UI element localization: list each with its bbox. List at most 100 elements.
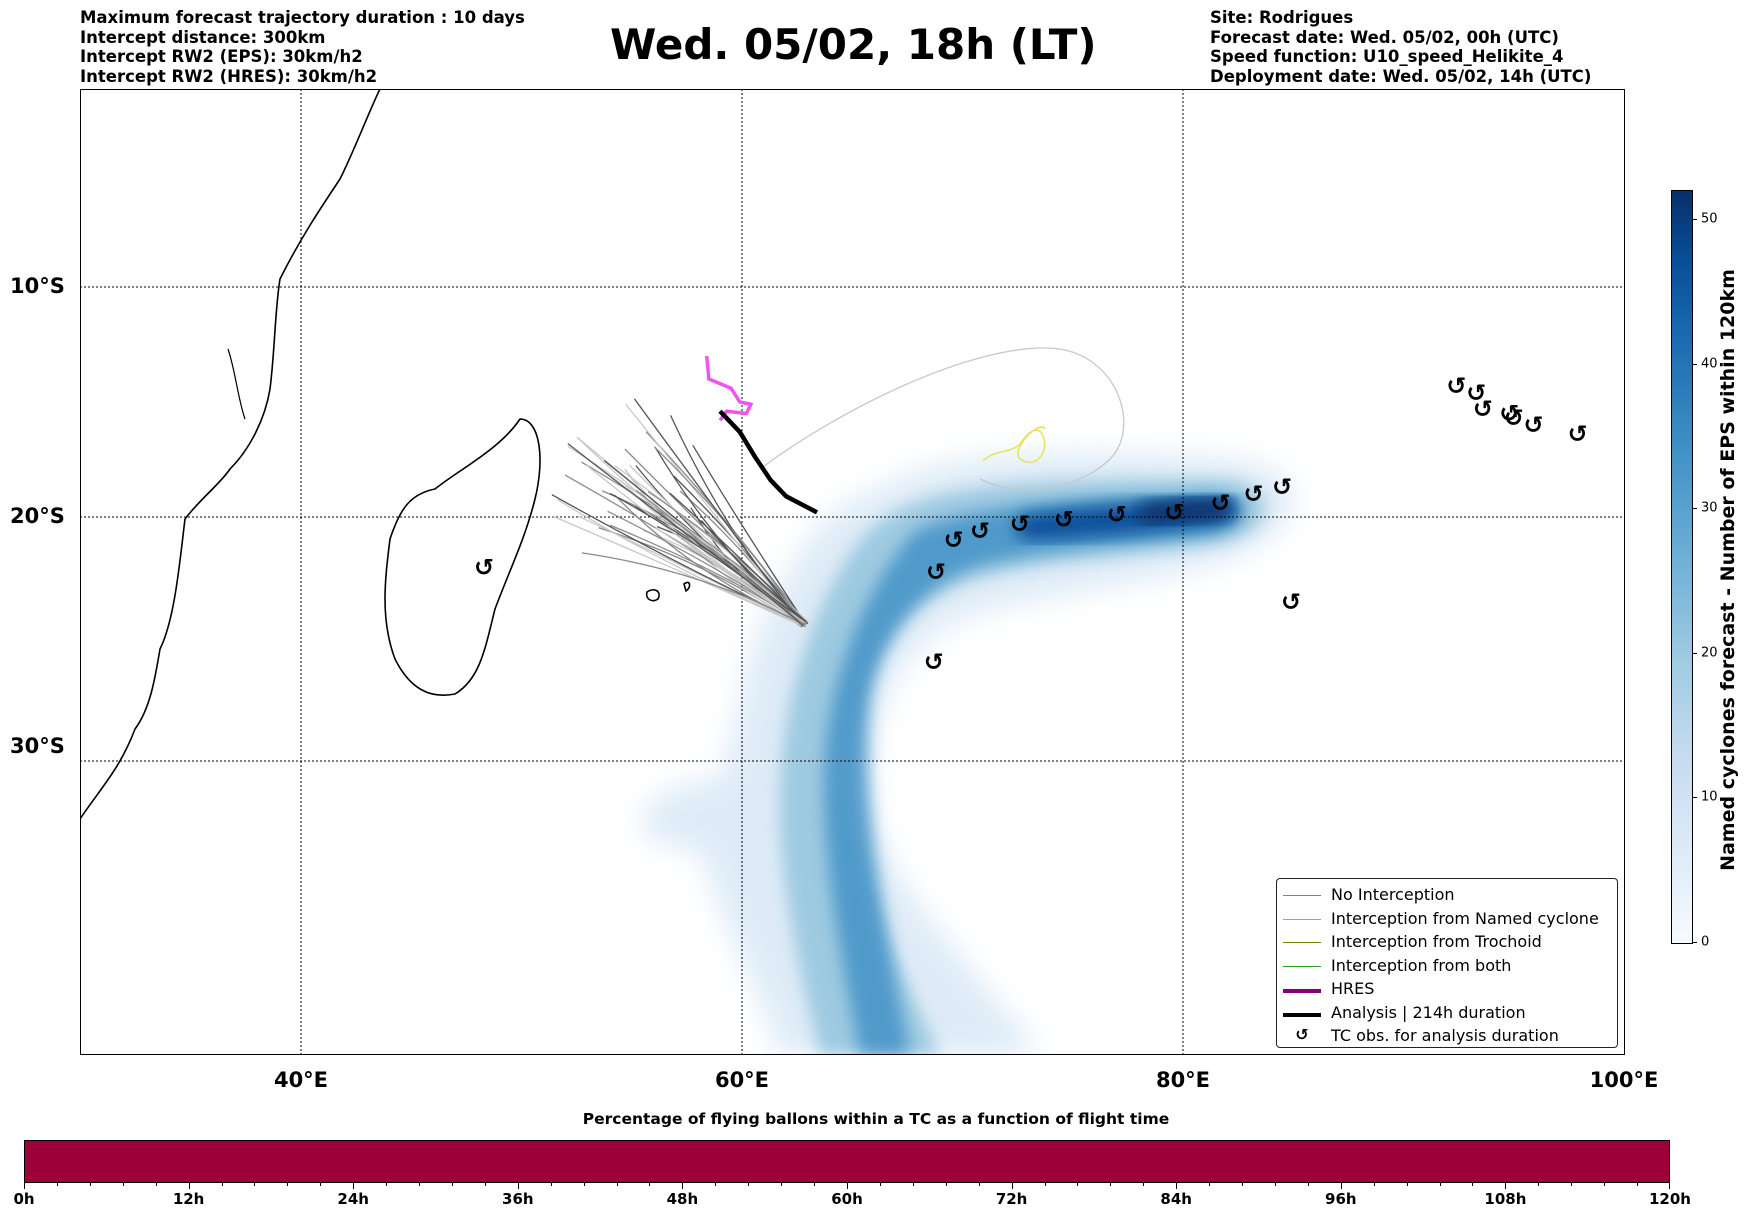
- flight-time-minor-tick: [1307, 1183, 1309, 1186]
- flight-time-minor-tick: [1274, 1183, 1276, 1186]
- flight-time-minor-tick: [550, 1183, 552, 1186]
- flight-time-minor-tick: [155, 1183, 157, 1186]
- tc-obs-marker: ↺: [1010, 510, 1030, 538]
- flight-time-minor-tick: [122, 1183, 124, 1186]
- tc-obs-marker: ↺: [1504, 404, 1524, 432]
- legend-label: TC obs. for analysis duration: [1331, 1026, 1559, 1045]
- flight-time-minor-tick: [1637, 1183, 1639, 1186]
- flight-time-minor-tick: [649, 1183, 651, 1186]
- colorbar-tick: [1692, 652, 1697, 654]
- eps-trajectory: [581, 552, 801, 624]
- tc-obs-marker: ↺: [1244, 480, 1264, 508]
- flight-time-minor-tick: [1209, 1183, 1211, 1186]
- flight-time-label: 0h: [13, 1190, 35, 1208]
- flight-time-title: Percentage of flying ballons within a TC…: [582, 1110, 1170, 1128]
- flight-time-label: 96h: [1325, 1190, 1357, 1208]
- flight-time-minor-tick: [386, 1183, 388, 1186]
- eps-trajectory: [577, 515, 805, 628]
- flight-time-minor-tick: [715, 1183, 717, 1186]
- tc-obs-marker: ↺: [1107, 501, 1127, 529]
- flight-time-major-tick: [24, 1183, 25, 1189]
- flight-time-major-tick: [1176, 1183, 1178, 1189]
- flight-time-label: 12h: [172, 1190, 205, 1208]
- flight-time-minor-tick: [89, 1183, 91, 1186]
- tc-obs-marker: ↺: [944, 526, 964, 554]
- eps-colorbar: [1671, 190, 1693, 944]
- eps-trajectory: [585, 464, 801, 624]
- flight-time-label: 24h: [337, 1190, 369, 1208]
- flight-time-bar: [24, 1140, 1670, 1183]
- legend-swatch: [1283, 895, 1321, 896]
- flight-time-minor-tick: [1538, 1183, 1540, 1186]
- legend-swatch: [1283, 942, 1321, 943]
- legend-item: Interception from both: [1277, 956, 1617, 978]
- legend-item: HRES: [1277, 979, 1617, 1001]
- site-info-line: Deployment date: Wed. 05/02, 14h (UTC): [1210, 66, 1592, 86]
- legend-label: Interception from Trochoid: [1331, 932, 1542, 951]
- colorbar-tick: [1692, 797, 1697, 799]
- tc-obs-marker: ↺: [1281, 588, 1301, 616]
- flight-time-minor-tick: [781, 1183, 783, 1186]
- flight-time-minor-tick: [1242, 1183, 1244, 1186]
- lon-label: 80°E: [1155, 1068, 1211, 1092]
- flight-time-minor-tick: [1110, 1183, 1112, 1186]
- tc-obs-marker: ↺: [926, 558, 946, 586]
- flight-time-minor-tick: [978, 1183, 980, 1186]
- mauritius: [645, 589, 660, 602]
- tc-obs-marker: ↺: [1164, 498, 1184, 526]
- flight-time-minor-tick: [1604, 1183, 1606, 1186]
- flight-time-minor-tick: [56, 1183, 58, 1186]
- comoros: [227, 348, 246, 420]
- flight-time-minor-tick: [1571, 1183, 1573, 1186]
- flight-time-minor-tick: [221, 1183, 223, 1186]
- site-info-line: Speed function: U10_speed_Helikite_4: [1210, 47, 1564, 66]
- flight-time-major-tick: [353, 1183, 355, 1189]
- eps-trajectory: [557, 499, 802, 625]
- eps-trajectory: [700, 520, 807, 623]
- tc-obs-marker: ↺: [1473, 395, 1493, 423]
- eps-trajectory: [552, 515, 802, 626]
- flight-time-major-tick: [1505, 1183, 1507, 1189]
- flight-time-label: 120h: [1649, 1190, 1691, 1208]
- flight-time-label: 72h: [995, 1190, 1028, 1208]
- eps-trajectory: [567, 443, 807, 623]
- reunion: [683, 581, 691, 593]
- legend-item: ↺ TC obs. for analysis duration: [1277, 1025, 1617, 1048]
- flight-time-minor-tick: [1044, 1183, 1046, 1186]
- tc-obs-marker: ↺: [970, 517, 990, 545]
- analysis-trajectory: [718, 409, 819, 515]
- flight-time-minor-tick: [1143, 1183, 1145, 1186]
- flight-time-major-tick: [1669, 1183, 1670, 1189]
- map-canvas: ↺ ↺↺ ↺ ↺ ↺ ↺ ↺ ↺ ↺ ↺↺↺↺ ↺↺ ↺↺ ↺ ↺: [80, 89, 1625, 1055]
- colorbar-title: Named cyclones forecast - Number of EPS …: [1717, 269, 1739, 871]
- forecast-param-line: Intercept RW2 (HRES): 30km/h2: [80, 66, 378, 86]
- flight-time-minor-tick: [484, 1183, 486, 1186]
- flight-time-major-tick: [517, 1183, 519, 1189]
- flight-time-minor-tick: [748, 1183, 750, 1186]
- flight-time-minor-tick: [583, 1183, 585, 1186]
- flight-time-major-tick: [188, 1183, 190, 1189]
- tc-obs-marker: ↺: [924, 648, 944, 676]
- flight-time-minor-tick: [945, 1183, 947, 1186]
- legend-label: Analysis | 214h duration: [1331, 1002, 1526, 1022]
- tc-obs-marker: ↺: [1054, 505, 1074, 533]
- eps-trajectory: [567, 445, 803, 622]
- legend-item: Interception from Named cyclone: [1277, 909, 1617, 931]
- flight-time-minor-tick: [419, 1183, 421, 1186]
- site-info-line: Forecast date: Wed. 05/02, 00h (UTC): [1210, 27, 1559, 47]
- colorbar-tick-label: 30: [1701, 500, 1718, 516]
- flight-time-label: 48h: [666, 1190, 699, 1208]
- flight-time-label: 108h: [1484, 1190, 1527, 1208]
- map-legend: No Interception Interception from Named c…: [1276, 878, 1618, 1048]
- lat-label: 30°S: [10, 734, 65, 758]
- tc-obs-legend-icon: ↺: [1295, 1025, 1309, 1044]
- map-frame: [80, 89, 1625, 1055]
- eps-trajectory: [653, 446, 804, 625]
- forecast-parameters: Maximum forecast trajectory duration : 1…: [80, 8, 525, 86]
- tc-obs-marker: ↺: [474, 554, 494, 582]
- flight-time-major-tick: [682, 1183, 684, 1189]
- lon-label: 100°E: [1589, 1068, 1659, 1092]
- tc-obs-marker: ↺: [1524, 411, 1544, 439]
- legend-item: Analysis | 214h duration: [1277, 1003, 1617, 1025]
- colorbar-tick-label: 40: [1701, 356, 1718, 372]
